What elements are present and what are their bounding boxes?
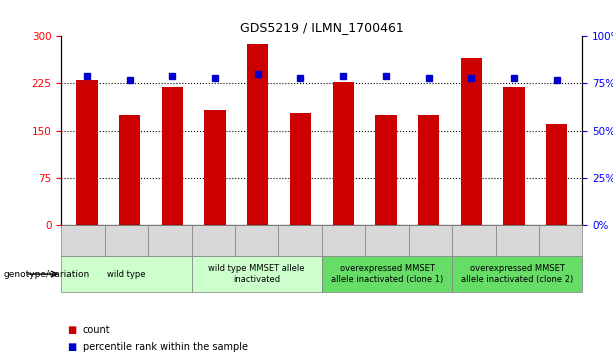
Bar (235, 225, 278, 256)
Bar (546, 125, 568, 225)
Bar (119, 115, 140, 225)
Bar (162, 87, 183, 225)
Bar (148, 225, 191, 256)
Text: percentile rank within the sample: percentile rank within the sample (83, 342, 248, 352)
Text: count: count (83, 325, 110, 335)
Bar (76, 80, 97, 225)
Bar (539, 225, 582, 256)
Bar (503, 87, 525, 225)
Text: overexpressed MMSET
allele inactivated (clone 1): overexpressed MMSET allele inactivated (… (331, 264, 443, 284)
Bar (460, 58, 482, 225)
Bar (191, 225, 235, 256)
Title: GDS5219 / ILMN_1700461: GDS5219 / ILMN_1700461 (240, 21, 404, 34)
Text: ■: ■ (67, 342, 77, 352)
Bar (452, 225, 495, 256)
Bar (105, 225, 148, 256)
Bar (322, 225, 365, 256)
Bar (204, 110, 226, 225)
Text: genotype/variation: genotype/variation (3, 270, 89, 278)
Bar (452, 256, 582, 292)
Bar (192, 256, 322, 292)
Bar (61, 225, 105, 256)
Bar (409, 225, 452, 256)
Bar (278, 225, 322, 256)
Bar (365, 225, 409, 256)
Bar (332, 82, 354, 225)
Bar (495, 225, 539, 256)
Text: wild type MMSET allele
inactivated: wild type MMSET allele inactivated (208, 264, 305, 284)
Bar (418, 115, 440, 225)
Bar (322, 256, 452, 292)
Bar (375, 115, 397, 225)
Bar (61, 256, 192, 292)
Text: wild type: wild type (107, 270, 146, 278)
Bar (247, 45, 268, 225)
Bar (290, 113, 311, 225)
Text: overexpressed MMSET
allele inactivated (clone 2): overexpressed MMSET allele inactivated (… (461, 264, 573, 284)
Text: ■: ■ (67, 325, 77, 335)
